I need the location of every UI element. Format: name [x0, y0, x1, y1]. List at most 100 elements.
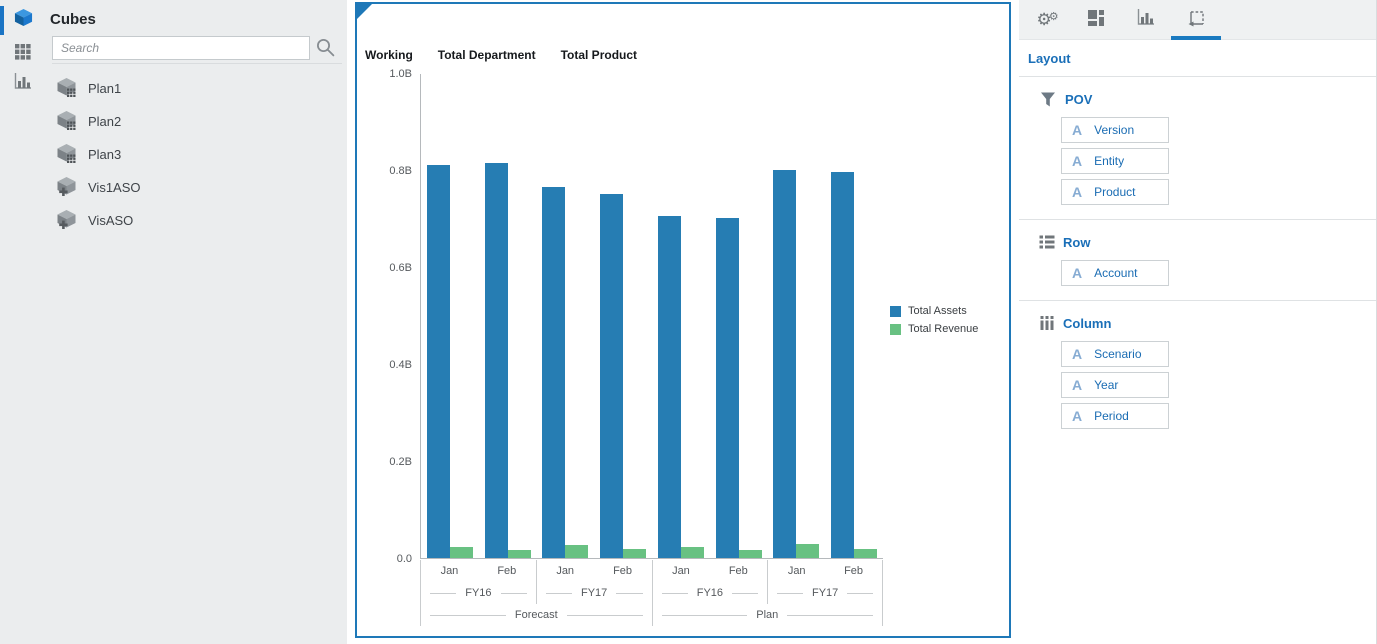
y-tick-label: 0.4B — [389, 359, 412, 371]
pov-header: Total Department — [437, 48, 536, 62]
sidebar-nav-cube[interactable] — [0, 4, 46, 36]
cube-item-plan3[interactable]: Plan3 — [0, 138, 347, 171]
bar-group — [594, 74, 652, 558]
dimension-label: Scenario — [1094, 347, 1142, 361]
cube-label: Plan3 — [88, 147, 122, 162]
bar-total-assets — [484, 163, 508, 558]
layout-section-row: Row A Account — [1019, 220, 1376, 301]
dimension-chip-year[interactable]: A Year — [1061, 372, 1169, 398]
dimension-chip-product[interactable]: A Product — [1061, 179, 1169, 205]
bar-total-assets — [773, 170, 797, 558]
x-axis-label: FY16 — [420, 582, 536, 604]
cube-item-vis1aso[interactable]: Vis1ASO — [0, 171, 347, 204]
bar-total-revenue — [507, 550, 531, 558]
dimension-type-icon: A — [1072, 184, 1083, 200]
dimension-label: Period — [1094, 409, 1129, 423]
cube-block-storage-icon — [56, 143, 77, 167]
x-axis-label: Feb — [613, 565, 633, 577]
bar-group — [825, 74, 883, 558]
sidebar-title: Cubes — [50, 11, 96, 28]
tab-bar-chart[interactable] — [1121, 0, 1171, 40]
chart-panel: Working Total Department Total Product 1.0… — [355, 2, 1011, 638]
chip-list: A Account — [1019, 260, 1376, 286]
dimension-type-icon: A — [1072, 377, 1083, 393]
layout-section-column: Column A Scenario A Year A Period — [1019, 301, 1376, 443]
y-tick-label: 0.2B — [389, 456, 412, 468]
tab-layout[interactable] — [1171, 0, 1221, 40]
bar-chart-icon — [14, 73, 32, 95]
cube-aggregate-storage-icon — [56, 209, 77, 233]
y-tick-label: 0.8B — [389, 165, 412, 177]
dimension-chip-scenario[interactable]: A Scenario — [1061, 341, 1169, 367]
bar-total-assets — [831, 172, 855, 558]
filter-icon — [1039, 91, 1057, 108]
search-input[interactable] — [52, 36, 310, 60]
layout-icon — [1187, 8, 1206, 32]
bar-total-revenue — [796, 544, 820, 558]
legend-swatch — [890, 323, 901, 335]
x-axis-row-months: Jan Feb Jan Feb Jan Feb Jan Feb — [420, 560, 883, 582]
dimension-label: Year — [1094, 378, 1119, 392]
tab-tiles[interactable] — [1071, 0, 1121, 40]
columns-icon — [1039, 315, 1055, 331]
layout-sections: POV A Version A Entity A Product Row A Account Col… — [1019, 77, 1376, 443]
section-header: Column — [1019, 310, 1376, 336]
cubes-sidebar: Cubes Plan1 Plan2 Plan3 Vis1ASO VisASO — [0, 0, 347, 644]
cube-block-storage-icon — [56, 110, 77, 134]
chart-legend: Total Assets Total Revenue — [890, 302, 978, 338]
bar-total-assets — [426, 165, 450, 558]
cube-aggregate-storage-icon — [56, 176, 77, 200]
bar-total-revenue — [565, 545, 589, 558]
legend-item: Total Revenue — [890, 320, 978, 338]
legend-label: Total Assets — [908, 305, 967, 317]
selection-corner-icon — [357, 4, 372, 19]
active-indicator — [0, 6, 4, 35]
bar-chart-icon — [1137, 9, 1155, 31]
bar-total-revenue — [738, 550, 762, 558]
y-tick-label: 0.6B — [389, 262, 412, 274]
section-label: Row — [1063, 234, 1091, 250]
dimension-chip-account[interactable]: A Account — [1061, 260, 1169, 286]
cube-item-plan1[interactable]: Plan1 — [0, 72, 347, 105]
gears-icon: ⚙⚙ — [1036, 10, 1058, 29]
dimension-chip-version[interactable]: A Version — [1061, 117, 1169, 143]
dimension-label: Entity — [1094, 154, 1125, 168]
bar-group — [537, 74, 595, 558]
panel-tabstrip: ⚙⚙ — [1019, 0, 1376, 40]
dimension-type-icon: A — [1072, 122, 1083, 138]
bar-total-assets — [542, 187, 566, 558]
bar-group — [479, 74, 537, 558]
section-label: Column — [1063, 315, 1112, 331]
legend-label: Total Revenue — [908, 323, 979, 335]
layout-heading: Layout — [1019, 40, 1376, 77]
bar-group — [652, 74, 710, 558]
dimension-chip-entity[interactable]: A Entity — [1061, 148, 1169, 174]
cube-label: Plan2 — [88, 114, 122, 129]
x-axis-label: Feb — [728, 565, 748, 577]
x-axis-label: Jan — [420, 560, 478, 582]
section-header: Row — [1019, 229, 1376, 255]
bar-group — [710, 74, 768, 558]
x-axis-label: Plan — [651, 604, 883, 626]
dimension-chip-period[interactable]: A Period — [1061, 403, 1169, 429]
x-axis-label: FY17 — [767, 582, 883, 604]
cube-item-visaso[interactable]: VisASO — [0, 204, 347, 237]
dimension-type-icon: A — [1072, 346, 1083, 362]
cube-item-plan2[interactable]: Plan2 — [0, 105, 347, 138]
sidebar-nav-grid[interactable] — [0, 38, 46, 70]
y-tick-label: 0.0 — [396, 553, 412, 565]
pov-header-row: Working Total Department Total Product — [365, 48, 637, 62]
bar-group — [421, 74, 479, 558]
bar-total-assets — [715, 218, 739, 558]
x-axis-label: Feb — [825, 560, 883, 582]
search-icon[interactable] — [314, 37, 336, 59]
tab-gears[interactable]: ⚙⚙ — [1021, 0, 1071, 40]
dimension-label: Account — [1094, 266, 1138, 280]
layout-panel: ⚙⚙ Layout POV A Version A Entity A Product Row A… — [1019, 0, 1377, 644]
legend-item: Total Assets — [890, 302, 978, 320]
x-axis-label: Jan — [651, 560, 710, 582]
sidebar-nav-bar-chart[interactable] — [0, 68, 46, 100]
dimension-type-icon: A — [1072, 408, 1083, 424]
x-axis-label: Feb — [497, 565, 517, 577]
